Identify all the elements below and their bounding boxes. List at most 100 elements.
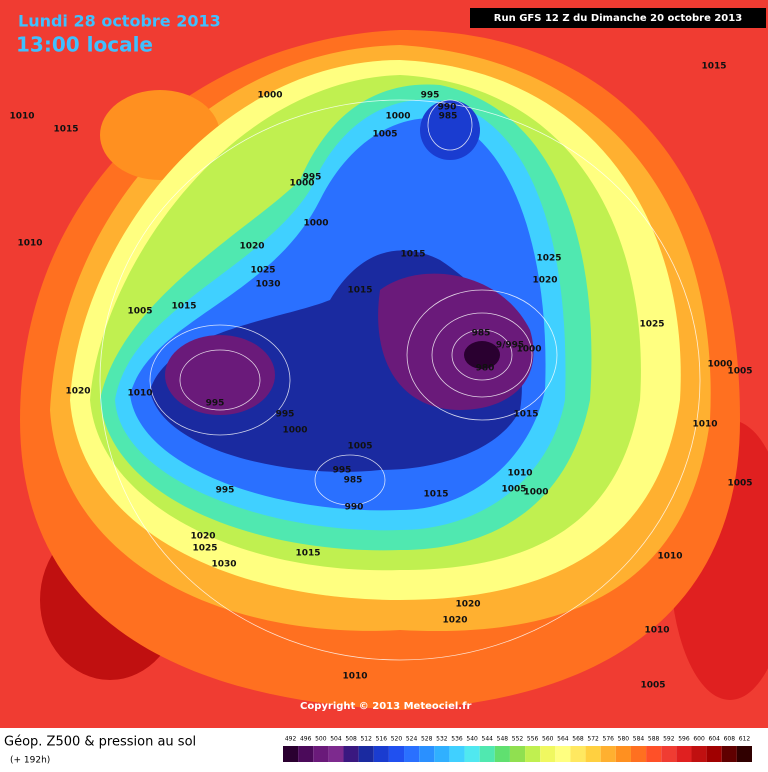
isobar-label: 1005 xyxy=(501,485,526,495)
colorbar-swatch xyxy=(525,746,541,762)
colorbar-label: 576 xyxy=(603,736,615,743)
isobar-label: 995 xyxy=(206,399,225,409)
colorbar-label: 564 xyxy=(557,736,569,743)
isobar-label: 1005 xyxy=(640,681,665,691)
isobar-label: 9/995 xyxy=(496,341,524,351)
isobar-label: 1015 xyxy=(171,302,196,312)
isobar-label: 1000 xyxy=(303,219,328,229)
isobar-label: 1025 xyxy=(250,266,275,276)
colorbar-swatch xyxy=(298,746,314,762)
colorbar-swatch xyxy=(691,746,707,762)
isobar-label: 1015 xyxy=(701,62,726,72)
isobar-label: 1020 xyxy=(442,616,467,626)
isobar-label: 1005 xyxy=(347,442,372,452)
colorbar-swatch xyxy=(630,746,647,762)
colorbar-label: 520 xyxy=(391,736,403,743)
colorbar-swatch xyxy=(600,746,616,762)
isobar-label: 1010 xyxy=(17,239,42,249)
legend-title: Géop. Z500 & pression au sol xyxy=(4,735,196,750)
colorbar-swatch xyxy=(479,746,495,762)
colorbar-swatch xyxy=(721,746,737,762)
colorbar-swatch xyxy=(540,746,556,762)
isobar-label: 1015 xyxy=(53,125,78,135)
isobar-label: 985 xyxy=(439,112,458,122)
isobar-label: 1015 xyxy=(400,250,425,260)
colorbar-swatch xyxy=(449,746,465,762)
colorbar-swatch xyxy=(509,746,526,762)
colorbar-label: 508 xyxy=(345,736,357,743)
isobar-label: 1000 xyxy=(282,426,307,436)
colorbar-label: 572 xyxy=(587,736,599,743)
colorbar-label: 588 xyxy=(648,736,660,743)
isobar-label: 985 xyxy=(344,476,363,486)
colorbar-swatch xyxy=(404,746,420,762)
colorbar-label: 592 xyxy=(663,736,675,743)
colorbar-swatch xyxy=(388,746,405,762)
colorbar-label: 524 xyxy=(406,736,418,743)
legend-subtitle: (+ 192h) xyxy=(10,756,50,766)
isobar-label: 1000 xyxy=(523,488,548,498)
isobar-label: 1020 xyxy=(532,276,557,286)
isobar-label: 990 xyxy=(438,103,457,113)
isobar-label: 980 xyxy=(476,364,495,374)
colorbar-label: 580 xyxy=(618,736,630,743)
colorbar-swatch xyxy=(328,746,344,762)
colorbar-label: 560 xyxy=(542,736,554,743)
colorbar-label: 492 xyxy=(285,736,297,743)
isobar-label: 985 xyxy=(472,329,491,339)
isobar-label: 1005 xyxy=(127,307,152,317)
isobar-label: 1010 xyxy=(657,552,682,562)
colorbar-swatch xyxy=(646,746,662,762)
colorbar-swatch xyxy=(343,746,359,762)
isobar-label: 1010 xyxy=(342,672,367,682)
colorbar-label: 540 xyxy=(466,736,478,743)
colorbar-label: 604 xyxy=(708,736,720,743)
isobar-label: 995 xyxy=(333,466,352,476)
isobar-label: 1000 xyxy=(516,345,541,355)
colorbar-swatch xyxy=(373,746,389,762)
isobar-label: 995 xyxy=(303,173,322,183)
colorbar-swatch xyxy=(570,746,586,762)
colorbar-label: 544 xyxy=(482,736,494,743)
colorbar-swatch xyxy=(676,746,692,762)
colorbar-swatch xyxy=(494,746,510,762)
isobar-label: 1010 xyxy=(644,626,669,636)
isobar-label: 1015 xyxy=(423,490,448,500)
isobar-label: 1010 xyxy=(9,112,34,122)
copyright: Copyright © 2013 Meteociel.fr xyxy=(300,701,471,712)
isobar-label: 1000 xyxy=(385,112,410,122)
colorbar-label: 608 xyxy=(724,736,736,743)
isobar-label: 1025 xyxy=(536,254,561,264)
colorbar-label: 500 xyxy=(315,736,327,743)
low-core xyxy=(165,335,275,415)
colorbar-label: 596 xyxy=(678,736,690,743)
isobar-label: 1000 xyxy=(257,91,282,101)
low-core xyxy=(378,273,534,410)
colorbar-label: 600 xyxy=(693,736,705,743)
colorbar-swatch xyxy=(615,746,631,762)
isobar-label: 1010 xyxy=(692,420,717,430)
isobar-label: 1010 xyxy=(127,389,152,399)
colorbar-label: 504 xyxy=(330,736,342,743)
isobar-label: 995 xyxy=(276,410,295,420)
isobar-label: 1000 xyxy=(707,360,732,370)
colorbar-label: 568 xyxy=(572,736,584,743)
colorbar-label: 532 xyxy=(436,736,448,743)
isobar-label: 1020 xyxy=(239,242,264,252)
isobars xyxy=(99,99,701,661)
colorbar-swatch xyxy=(555,746,571,762)
isobar-label: 995 xyxy=(421,91,440,101)
colorbar-swatch xyxy=(313,746,329,762)
colorbar-label: 548 xyxy=(497,736,509,743)
colorbar-label: 516 xyxy=(376,736,388,743)
isobar-label: 1020 xyxy=(190,532,215,542)
isobar-label: 1005 xyxy=(727,367,752,377)
time: 13:00 locale xyxy=(16,33,153,57)
colorbar-label: 496 xyxy=(300,736,312,743)
colorbar-swatch xyxy=(464,746,480,762)
isobar-label: 1015 xyxy=(295,549,320,559)
colorbar-label: 612 xyxy=(739,736,751,743)
isobar-label: 1005 xyxy=(372,130,397,140)
colorbar-swatch xyxy=(661,746,677,762)
